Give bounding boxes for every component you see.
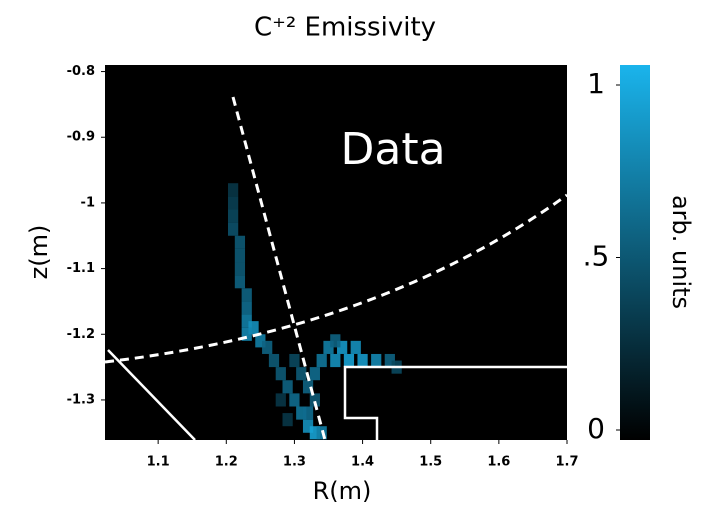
heat-cell	[343, 353, 355, 368]
heat-cell	[316, 353, 327, 368]
heat-cell	[234, 262, 246, 276]
x-tick-label: 1.3	[283, 455, 306, 470]
heat-cell	[255, 334, 266, 348]
heat-cell	[275, 393, 286, 407]
x-tick-label: 1.4	[351, 455, 374, 470]
heat-cell	[282, 380, 293, 394]
heat-cell	[234, 275, 246, 289]
heat-cell	[241, 288, 252, 302]
heat-cell	[296, 406, 307, 420]
y-tick-label: -1	[81, 195, 95, 210]
dashed-curve	[104, 193, 568, 364]
heat-cell	[302, 419, 314, 433]
y-tick-label: -1.3	[67, 392, 95, 407]
x-tick-label: 1.7	[555, 455, 578, 470]
plot-area	[105, 65, 567, 440]
heat-cell	[330, 353, 341, 368]
heat-cell	[330, 334, 341, 348]
heat-cell	[337, 340, 348, 354]
wall-line	[107, 349, 196, 441]
heat-cell	[309, 393, 320, 407]
heat-cell	[357, 353, 368, 368]
x-tick-label: 1.1	[147, 455, 170, 470]
heat-cell	[227, 196, 239, 210]
heat-cell	[241, 314, 252, 328]
heat-cell	[384, 353, 395, 368]
heat-cell	[296, 367, 307, 381]
heat-cell	[289, 393, 300, 407]
heat-cell	[309, 367, 320, 381]
y-tick-label: -0.8	[67, 64, 95, 79]
colorbar-tick-label: .5	[583, 240, 610, 273]
heat-cell	[268, 353, 280, 368]
overlay	[104, 96, 568, 441]
y-axis-label: z(m)	[25, 225, 53, 280]
x-tick-label: 1.2	[215, 455, 238, 470]
heat-cell	[350, 340, 361, 354]
y-tick-label: -0.9	[67, 130, 95, 145]
heat-cell	[289, 353, 300, 368]
heat-cell	[227, 209, 239, 223]
wall-outline	[343, 365, 567, 440]
heat-cell	[323, 340, 334, 354]
y-tick-label: -1.1	[67, 261, 95, 276]
colorbar-tick-label: 1	[587, 67, 605, 100]
heat-cell	[371, 353, 382, 368]
x-tick-label: 1.6	[487, 455, 510, 470]
heat-cell	[241, 327, 252, 341]
heat-cell	[227, 222, 239, 236]
heat-cell	[275, 367, 286, 381]
heat-cell	[309, 426, 320, 440]
x-axis-label: R(m)	[313, 477, 372, 505]
chart-title: C⁺² Emissivity	[254, 13, 436, 43]
heat-cell	[262, 340, 273, 354]
heat-cell	[302, 406, 314, 420]
annotation: Data	[340, 124, 445, 175]
heat-cell	[248, 321, 259, 335]
heat-cell	[241, 301, 252, 315]
colorbar-label: arb. units	[667, 195, 695, 309]
heat-cell	[234, 248, 246, 263]
heat-cell	[282, 413, 293, 427]
colorbar	[620, 65, 650, 440]
heat-cell	[234, 235, 246, 249]
x-tick-label: 1.5	[419, 455, 442, 470]
heat-cell	[302, 380, 314, 394]
colorbar-tick-label: 0	[587, 412, 605, 445]
y-tick-label: -1.2	[67, 327, 95, 342]
heat-cell	[227, 183, 239, 197]
